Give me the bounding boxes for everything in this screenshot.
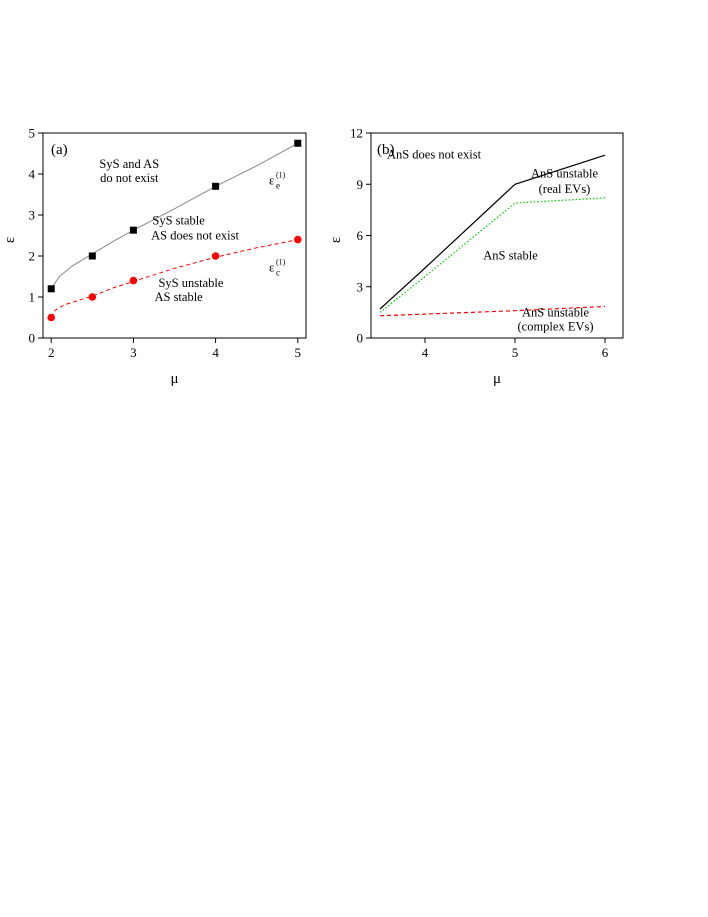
- region-annotation: AS stable: [154, 290, 203, 304]
- curve-label-sub: c: [276, 268, 280, 278]
- series-0-point: [47, 285, 55, 293]
- series-1-line: [379, 197, 606, 313]
- region-annotation: SyS stable: [152, 213, 205, 227]
- y-tick-label: 9: [357, 177, 364, 192]
- series-0-line: [379, 154, 606, 310]
- x-tick-label: 4: [212, 345, 219, 360]
- y-tick-label: 4: [29, 167, 36, 182]
- panel-a-markers: [47, 139, 302, 322]
- panel-b: 4 5 6 0 3 6 9 12 AnS does not exist AnS unstable…: [328, 126, 624, 387]
- curve-label-sup: (1): [276, 170, 286, 179]
- curve-label: ε (1)e: [269, 170, 286, 190]
- region-annotation: (real EVs): [539, 182, 591, 196]
- y-tick-label: 0: [29, 331, 36, 346]
- x-tick-label: 5: [512, 345, 519, 360]
- curve-label-sub: e: [276, 180, 280, 190]
- panel-a-frame: [42, 132, 307, 339]
- series-0-point: [88, 252, 96, 260]
- series-0-point: [212, 182, 220, 190]
- y-tick-label: 3: [29, 208, 36, 223]
- series-1-point: [88, 293, 97, 301]
- region-annotation: SyS unstable: [158, 276, 223, 290]
- y-tick-label: 2: [29, 249, 36, 264]
- region-annotation: AnS unstable: [531, 166, 598, 180]
- x-tick-label: 6: [602, 345, 609, 360]
- panel-a-ticks: 2 3 4 5 0 1 2 3 4 5: [29, 126, 302, 361]
- curve-label-sup: (1): [276, 258, 286, 267]
- y-tick-label: 5: [29, 126, 36, 141]
- series-0-point: [294, 139, 302, 147]
- panel-b-label: (b): [377, 142, 395, 158]
- series-1-point: [47, 313, 56, 322]
- panel-b-ticks: 4 5 6 0 3 6 9 12: [350, 126, 609, 361]
- y-tick-label: 0: [357, 331, 364, 346]
- region-annotation: AS does not exist: [151, 229, 239, 243]
- region-annotation: SyS and AS: [99, 157, 159, 171]
- curve-label-main: ε: [269, 173, 274, 187]
- series-2-line: [379, 305, 606, 317]
- region-annotation: do not exist: [100, 171, 159, 185]
- panel-a-ylabel: ε: [2, 237, 18, 243]
- x-tick-label: 4: [422, 345, 429, 360]
- panel-a-xlabel: μ: [170, 371, 178, 387]
- region-annotation: AnS stable: [483, 248, 538, 262]
- curve-label: ε (1)c: [269, 258, 286, 278]
- x-tick-label: 5: [295, 345, 302, 360]
- curve-label-main: ε: [269, 261, 274, 275]
- y-tick-label: 6: [357, 228, 364, 243]
- series-1-point: [211, 252, 220, 260]
- panel-a-label: (a): [51, 142, 68, 158]
- series-1-point: [129, 276, 138, 285]
- series-1-point: [293, 235, 302, 244]
- panel-b-curves: [379, 154, 606, 317]
- region-annotation: (complex EVs): [517, 319, 593, 333]
- series-1-line: [50, 239, 298, 318]
- region-annotation: AnS does not exist: [387, 148, 482, 162]
- y-tick-label: 3: [357, 279, 364, 294]
- region-annotation: AnS unstable: [522, 306, 589, 320]
- panel-b-ylabel: ε: [328, 237, 344, 243]
- x-tick-label: 2: [48, 345, 55, 360]
- panel-a-curves: [50, 142, 299, 318]
- x-tick-label: 3: [130, 345, 137, 360]
- y-tick-label: 12: [350, 126, 363, 141]
- series-0-line: [50, 142, 299, 290]
- y-tick-label: 1: [29, 290, 36, 305]
- panel-b-xlabel: μ: [493, 371, 501, 387]
- series-0-point: [129, 226, 137, 234]
- panel-b-annotations: AnS does not exist AnS unstable (real EVs)…: [387, 148, 599, 334]
